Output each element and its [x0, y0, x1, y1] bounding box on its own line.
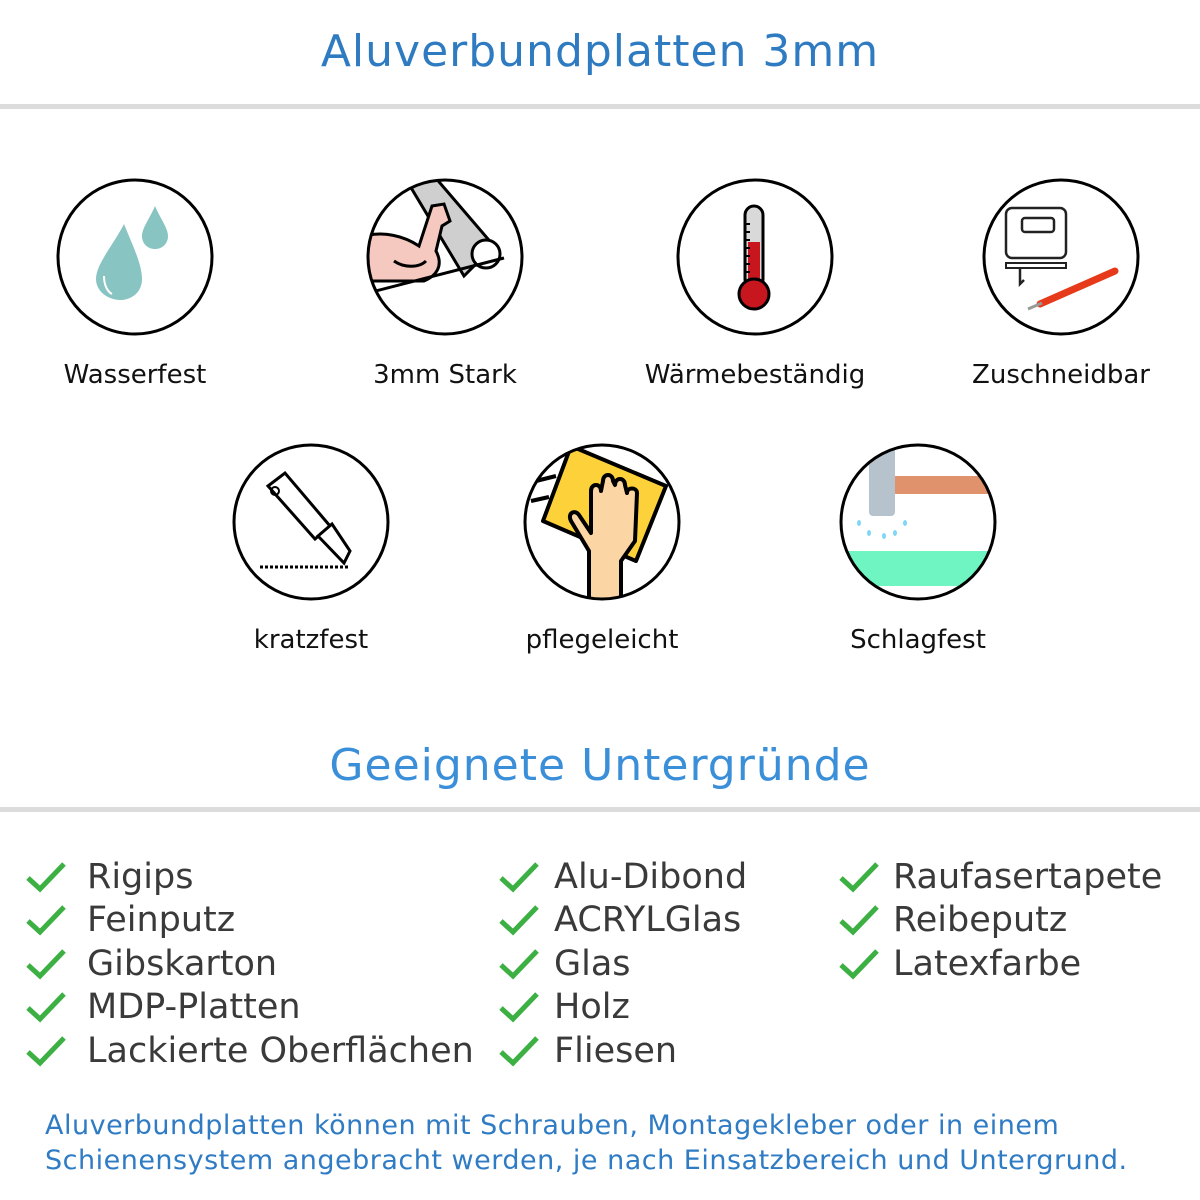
list-item-label: Holz	[554, 987, 630, 1028]
hammer-icon	[839, 443, 997, 601]
list-item: Reibeputz	[838, 899, 1162, 943]
checkmark-icon	[499, 905, 539, 936]
feature-label: Wasserfest	[63, 360, 207, 390]
surfaces-title: Geeignete Untergründe	[329, 740, 871, 791]
mounting-note: Aluverbundplatten können mit Schrauben, …	[45, 1108, 1128, 1178]
feature-3mm-stark: 3mm Stark	[295, 176, 595, 390]
list-item: Gibskarton	[25, 942, 474, 986]
list-item-label: Lackierte Oberflächen	[87, 1030, 474, 1071]
mounting-note-line-1: Aluverbundplatten können mit Schrauben, …	[45, 1110, 1060, 1141]
surfaces-column-3: Raufasertapete Reibeputz Latexfarbe	[838, 855, 1162, 986]
feature-kratzfest: kratzfest	[161, 441, 461, 655]
feature-label: Wärmebeständig	[644, 360, 866, 390]
list-item-label: Rigips	[87, 856, 194, 897]
checkmark-icon	[26, 905, 66, 936]
list-item: Lackierte Oberflächen	[25, 1029, 474, 1073]
feature-schlagfest: Schlagfest	[768, 441, 1068, 655]
list-item: Feinputz	[25, 899, 474, 943]
cleaning-hand-icon	[523, 443, 681, 601]
list-item-label: Glas	[554, 943, 631, 984]
water-drops-icon	[56, 178, 214, 336]
list-item: MDP-Platten	[25, 986, 474, 1030]
list-item-label: Latexfarbe	[893, 943, 1082, 984]
feature-label: pflegeleicht	[525, 625, 679, 655]
list-item: Glas	[498, 942, 747, 986]
feature-pflegeleicht: pflegeleicht	[452, 441, 752, 655]
divider	[0, 104, 1200, 109]
thermometer-icon	[676, 178, 834, 336]
feature-label: kratzfest	[253, 625, 369, 655]
list-item-label: ACRYLGlas	[554, 900, 742, 941]
feature-wasserfest: Wasserfest	[0, 176, 285, 390]
list-item: Holz	[498, 986, 747, 1030]
list-item-label: Fliesen	[554, 1030, 678, 1071]
list-item-label: Feinputz	[87, 900, 236, 941]
jigsaw-knife-icon	[982, 178, 1140, 336]
list-item: Raufasertapete	[838, 855, 1162, 899]
checkmark-icon	[499, 1036, 539, 1067]
list-item-label: MDP-Platten	[87, 987, 301, 1028]
mounting-note-line-2: Schienensystem angebracht werden, je nac…	[45, 1145, 1128, 1176]
checkmark-icon	[839, 905, 879, 936]
list-item-label: Gibskarton	[87, 943, 278, 984]
list-item-label: Alu-Dibond	[554, 856, 748, 897]
list-item: Latexfarbe	[838, 942, 1162, 986]
feature-zuschneidbar: Zuschneidbar	[911, 176, 1200, 390]
checkmark-icon	[26, 862, 66, 893]
list-item-label: Reibeputz	[893, 900, 1068, 941]
cutter-knife-icon	[232, 443, 390, 601]
feature-waermebestaendig: Wärmebeständig	[605, 176, 905, 390]
divider	[0, 807, 1200, 812]
feature-label: Zuschneidbar	[972, 360, 1150, 390]
surfaces-column-2: Alu-Dibond ACRYLGlas Glas Holz Fliesen	[498, 855, 747, 1073]
list-item: Fliesen	[498, 1029, 747, 1073]
list-item: Alu-Dibond	[498, 855, 747, 899]
checkmark-icon	[499, 949, 539, 980]
checkmark-icon	[499, 992, 539, 1023]
flexed-arm-icon	[366, 178, 524, 336]
checkmark-icon	[499, 862, 539, 893]
page-title: Aluverbundplatten 3mm	[320, 26, 880, 77]
surfaces-column-1: Rigips Feinputz Gibskarton MDP-Platten L…	[25, 855, 474, 1073]
checkmark-icon	[839, 862, 879, 893]
checkmark-icon	[26, 949, 66, 980]
checkmark-icon	[26, 1036, 66, 1067]
checkmark-icon	[839, 949, 879, 980]
feature-label: 3mm Stark	[373, 360, 517, 390]
feature-label: Schlagfest	[850, 625, 986, 655]
list-item: ACRYLGlas	[498, 899, 747, 943]
list-item: Rigips	[25, 855, 474, 899]
checkmark-icon	[26, 992, 66, 1023]
list-item-label: Raufasertapete	[893, 856, 1163, 897]
